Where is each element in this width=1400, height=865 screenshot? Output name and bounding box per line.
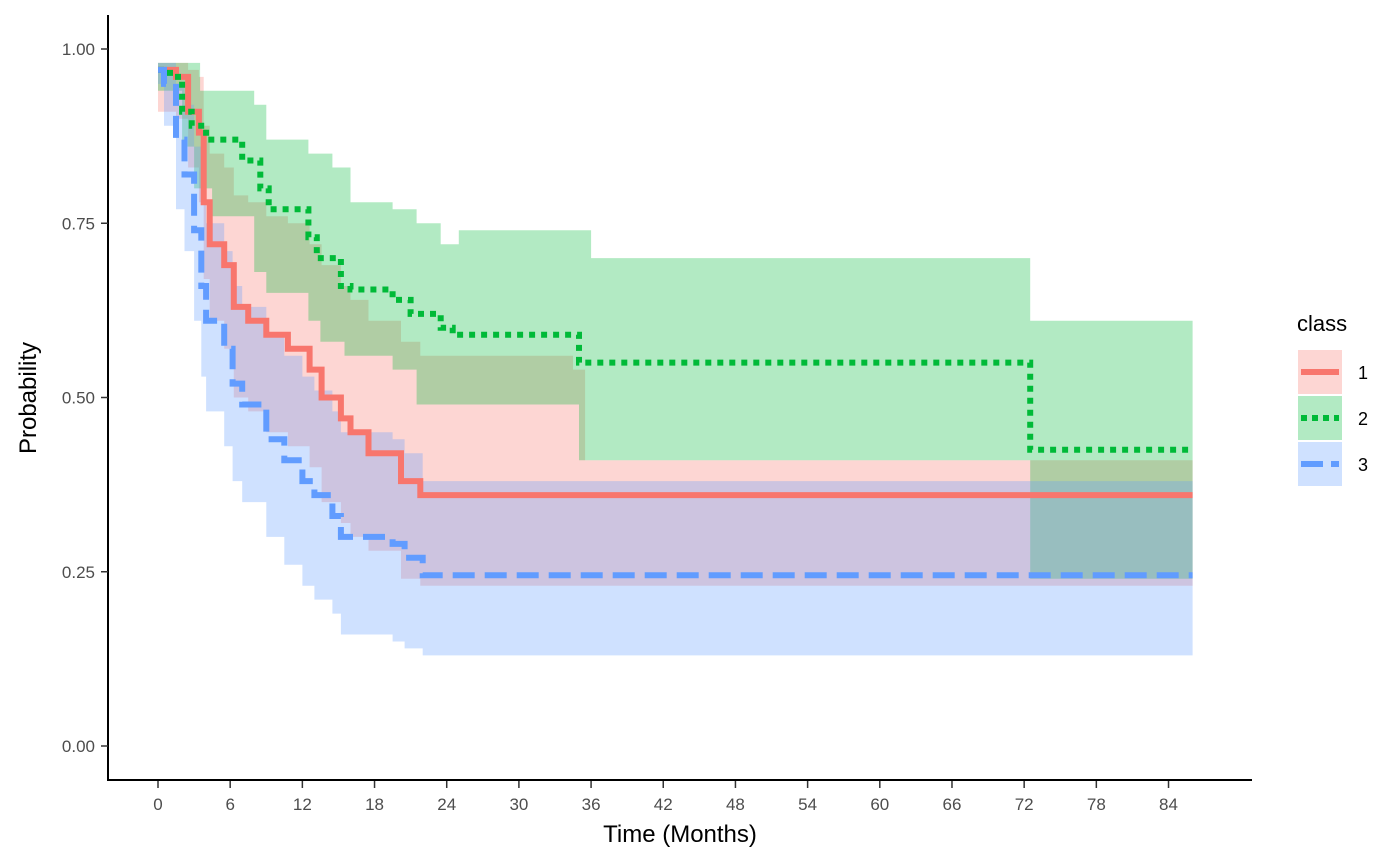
confidence-band-class-2: [158, 62, 1193, 579]
x-tick-label: 0: [153, 795, 162, 814]
legend-key-class-2: 2: [1298, 396, 1368, 440]
x-axis-title: Time (Months): [603, 821, 757, 848]
y-tick-label: 0.25: [62, 563, 95, 582]
x-tick-label: 30: [509, 795, 528, 814]
y-tick-label: 0.75: [62, 214, 95, 233]
x-tick-label: 78: [1087, 795, 1106, 814]
x-tick-label: 18: [365, 795, 384, 814]
survival-line-class-1: [158, 66, 1193, 499]
legend: class 1 2 3: [1297, 311, 1368, 486]
x-tick-label: 12: [293, 795, 312, 814]
survival-line-class-2: [158, 66, 1193, 453]
survival-line-class-3: [158, 66, 1193, 579]
x-tick-label: 72: [1015, 795, 1034, 814]
x-tick-label: 6: [225, 795, 234, 814]
legend-title: class: [1297, 311, 1347, 336]
x-tick-label: 42: [654, 795, 673, 814]
y-tick-label: 0.50: [62, 389, 95, 408]
y-axis-title: Probability: [15, 342, 42, 454]
legend-key-class-1: 1: [1298, 350, 1368, 394]
y-tick-label: 1.00: [62, 40, 95, 59]
confidence-band-class-3: [158, 62, 1193, 656]
x-tick-label: 36: [582, 795, 601, 814]
x-tick-label: 84: [1159, 795, 1178, 814]
survival-lines: [158, 66, 1193, 579]
x-tick-label: 48: [726, 795, 745, 814]
x-tick-label: 54: [798, 795, 817, 814]
x-tick-label: 66: [943, 795, 962, 814]
y-ticks: 0.00 0.25 0.50 0.75 1.00: [62, 40, 108, 756]
x-tick-label: 60: [870, 795, 889, 814]
legend-label: 2: [1358, 409, 1368, 429]
legend-label: 3: [1358, 455, 1368, 475]
y-tick-label: 0.00: [62, 737, 95, 756]
confidence-band-class-1: [158, 62, 1193, 600]
x-ticks: 0 6 12 18 24 30 36 42 48 54 60 66 72 78 84: [153, 781, 1178, 814]
x-tick-label: 24: [437, 795, 456, 814]
confidence-bands: [158, 62, 1193, 656]
legend-key-class-3: 3: [1298, 442, 1368, 486]
legend-label: 1: [1358, 363, 1368, 383]
